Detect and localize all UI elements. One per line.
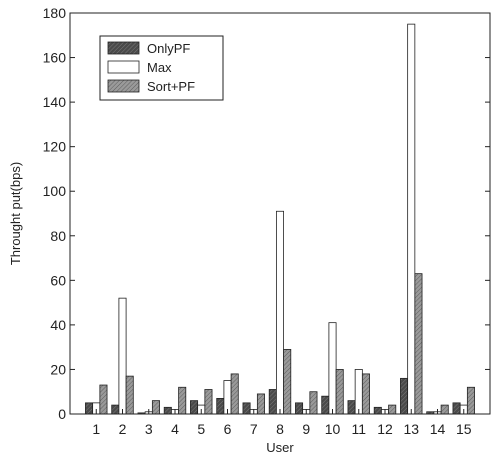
x-tick-label: 3 <box>145 421 153 437</box>
bar-sort-pf-user-15 <box>466 386 475 415</box>
bar-sort-pf-user-8 <box>283 348 292 415</box>
x-tick-label: 7 <box>250 421 258 437</box>
bar-onlypf-user-4 <box>163 406 172 415</box>
y-tick-label: 80 <box>50 228 66 244</box>
y-axis-label: Throught put(bps) <box>8 162 23 265</box>
x-tick-label: 14 <box>430 421 446 437</box>
bar-max-user-2 <box>118 297 127 415</box>
y-tick-label: 20 <box>50 361 66 377</box>
x-tick-label: 5 <box>197 421 205 437</box>
legend: OnlyPF Max Sort+PF <box>99 35 224 101</box>
bar-sort-pf-user-13 <box>414 273 423 415</box>
x-tick-label: 12 <box>377 421 393 437</box>
bar-onlypf-user-1 <box>85 402 94 415</box>
bar-sort-pf-user-6 <box>230 373 239 415</box>
bar-onlypf-user-5 <box>190 400 199 415</box>
x-tick-label: 8 <box>276 421 284 437</box>
bar-max-user-10 <box>328 322 337 415</box>
legend-swatch-sort-pf <box>107 79 140 93</box>
x-tick-label: 2 <box>119 421 127 437</box>
bar-sort-pf-user-12 <box>388 404 397 415</box>
x-tick-label: 1 <box>92 421 100 437</box>
bar-onlypf-user-6 <box>216 398 225 415</box>
bars-layer <box>85 23 475 415</box>
bar-onlypf-user-9 <box>295 402 304 415</box>
legend-label-sort-pf: Sort+PF <box>147 79 195 94</box>
bar-sort-pf-user-10 <box>335 369 344 415</box>
y-tick-label: 120 <box>43 139 67 155</box>
x-tick-label: 9 <box>302 421 310 437</box>
bar-sort-pf-user-7 <box>256 393 265 415</box>
bar-sort-pf-user-9 <box>309 391 318 415</box>
bar-sort-pf-user-14 <box>440 404 449 415</box>
bar-max-user-13 <box>407 23 416 415</box>
bar-max-user-11 <box>354 369 363 415</box>
x-tick-label: 6 <box>224 421 232 437</box>
bar-sort-pf-user-4 <box>178 386 187 415</box>
bar-max-user-6 <box>223 380 232 415</box>
x-tick-label: 13 <box>403 421 419 437</box>
bar-onlypf-user-13 <box>400 377 409 415</box>
legend-label-onlypf: OnlyPF <box>147 41 190 56</box>
y-tick-label: 180 <box>43 5 67 21</box>
legend-swatch-max <box>107 60 140 74</box>
bar-sort-pf-user-11 <box>361 373 370 415</box>
x-tick-label: 4 <box>171 421 179 437</box>
x-tick-label: 15 <box>456 421 472 437</box>
bar-onlypf-user-8 <box>268 389 277 415</box>
bar-onlypf-user-10 <box>321 395 330 415</box>
bar-sort-pf-user-2 <box>125 375 134 415</box>
y-axis: 0 20 40 60 80 100 120 140 160 180 <box>43 5 490 422</box>
legend-label-max: Max <box>147 60 172 75</box>
x-axis-label: User <box>266 440 294 455</box>
x-tick-label: 11 <box>351 421 366 437</box>
y-tick-label: 60 <box>50 272 66 288</box>
bar-sort-pf-user-3 <box>151 400 160 415</box>
bar-max-user-8 <box>275 210 284 415</box>
y-tick-label: 140 <box>43 94 67 110</box>
bar-onlypf-user-15 <box>452 402 461 415</box>
bar-onlypf-user-12 <box>373 406 382 415</box>
y-tick-label: 0 <box>58 406 66 422</box>
legend-swatch-onlypf <box>107 41 140 55</box>
y-tick-label: 160 <box>43 50 67 66</box>
bar-sort-pf-user-5 <box>204 389 213 415</box>
bar-onlypf-user-11 <box>347 400 356 415</box>
y-tick-label: 40 <box>50 317 66 333</box>
x-tick-label: 10 <box>325 421 341 437</box>
bar-onlypf-user-7 <box>242 402 251 415</box>
bar-onlypf-user-2 <box>111 404 120 415</box>
bar-sort-pf-user-1 <box>99 384 108 415</box>
y-tick-label: 100 <box>43 183 67 199</box>
x-axis: 1 2 3 4 5 6 7 8 9 10 11 12 13 14 15 <box>92 409 472 437</box>
